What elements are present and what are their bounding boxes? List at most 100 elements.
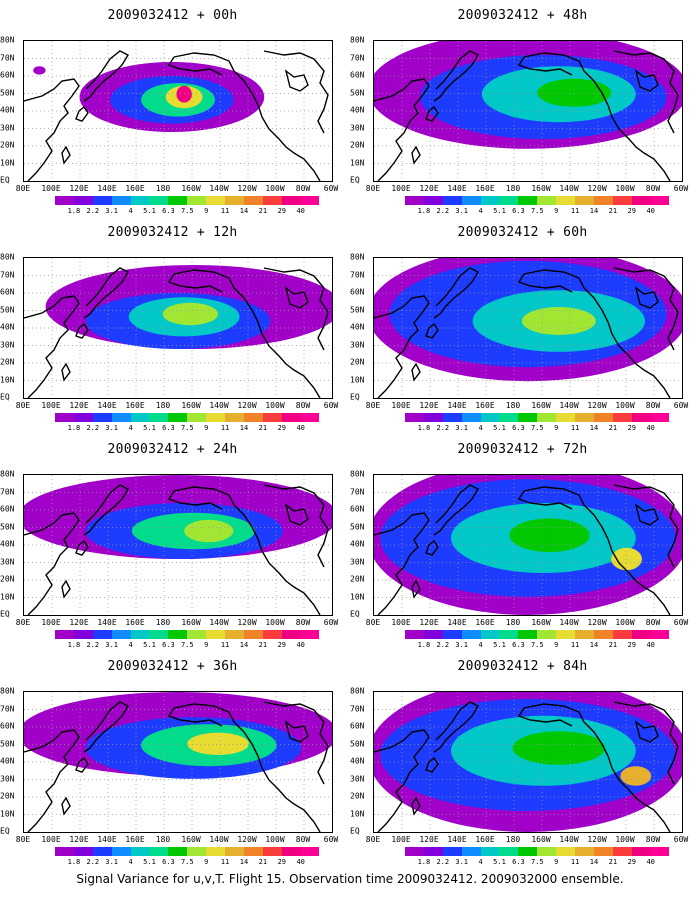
longitude-label: 160E <box>475 618 495 627</box>
coastline <box>83 701 129 753</box>
longitude-label: 120E <box>419 835 439 844</box>
latitude-label: 20N <box>350 791 365 801</box>
colorbar-tick-label: 3.1 <box>105 424 119 432</box>
longitude-label: 80W <box>645 618 661 627</box>
latitude-label: 60N <box>0 721 15 731</box>
longitude-label: 120W <box>587 618 607 627</box>
variance-contour <box>537 78 612 107</box>
map-panel: 2009032412 + 60h 80N 70N 60N 50N 40N 30N 20N 10N… <box>350 217 695 442</box>
colorbar-tick-label: 40 <box>646 858 655 866</box>
colorbar-swatch <box>461 196 481 205</box>
latitude-label: 40N <box>0 322 15 332</box>
colorbar-tick-label: 5.1 <box>493 424 506 432</box>
colorbar-tick-label: 4 <box>478 641 483 649</box>
coastline <box>83 267 129 319</box>
latitude-label: 60N <box>350 287 365 297</box>
longitude-label: 100W <box>615 401 635 410</box>
colorbar-tick-label: 5.1 <box>143 858 156 866</box>
colorbar-tick-label: 9 <box>204 424 209 432</box>
coastline <box>433 484 479 536</box>
longitude-label: 140W <box>209 835 229 844</box>
latitude-label: 20N <box>0 574 15 584</box>
colorbar-swatch <box>262 413 282 422</box>
coastline <box>425 756 439 773</box>
latitude-label: 70N <box>0 53 15 62</box>
variance-contour <box>187 732 249 755</box>
latitude-label: 40N <box>350 322 365 332</box>
latitude-label: 60N <box>0 70 15 80</box>
colorbar-tick-label: 14 <box>239 424 249 432</box>
map-panel: 2009032412 + 84h 80N 70N 60N 50N 40N 30N 20N 10N… <box>350 651 695 876</box>
longitude-label: 100E <box>391 401 411 410</box>
colorbar-tick-label: 21 <box>258 207 268 215</box>
colorbar-tick-label: 29 <box>277 424 287 432</box>
colorbar-swatch <box>575 847 594 856</box>
latitude-label: 70N <box>350 487 365 496</box>
colorbar-swatch <box>556 630 576 639</box>
latitude-label: 20N <box>0 140 15 150</box>
colorbar-tick-label: 4 <box>478 858 483 866</box>
latitude-label: 60N <box>0 287 15 297</box>
longitude-label: 140E <box>447 401 467 410</box>
colorbar-swatch <box>187 413 207 422</box>
variance-contour <box>509 518 590 552</box>
longitude-label: 60W <box>673 184 689 193</box>
variance-contour <box>521 307 596 335</box>
colorbar-tick-label: 14 <box>589 858 599 866</box>
colorbar <box>405 847 670 856</box>
coastline <box>263 50 329 134</box>
colorbar-swatch <box>130 630 150 639</box>
map-panel: 2009032412 + 24h 80N 70N 60N 50N 40N 30N 20N 10N… <box>0 434 345 659</box>
colorbar-tick-label: 21 <box>608 424 618 432</box>
colorbar-swatch <box>499 413 519 422</box>
colorbar-tick-label: 3.1 <box>455 424 469 432</box>
coastline <box>517 707 573 727</box>
longitude-label: 60W <box>323 835 339 844</box>
longitude-label: 80E <box>15 184 31 193</box>
latitude-label: 80N <box>0 686 15 696</box>
longitude-label: 180 <box>155 184 171 193</box>
colorbar-swatch <box>442 413 462 422</box>
coastline <box>173 703 321 832</box>
longitude-label: 100W <box>265 401 285 410</box>
colorbar-tick-label: 11 <box>570 858 580 866</box>
latitude-label: 80N <box>350 686 365 696</box>
colorbar-tick-label: 4 <box>128 207 133 215</box>
latitude-label: 30N <box>0 123 15 132</box>
coastline <box>425 539 439 556</box>
colorbar-swatch <box>130 847 150 856</box>
coastline <box>613 701 679 785</box>
colorbar-swatch <box>423 630 443 639</box>
colorbar-swatch <box>262 630 282 639</box>
latitude-label: 10N <box>0 592 15 601</box>
latitude-label: 10N <box>350 592 365 601</box>
coastline <box>24 729 80 832</box>
longitude-label: 120W <box>587 184 607 193</box>
colorbar-tick-label: 11 <box>220 207 230 215</box>
longitude-label: 120E <box>69 401 89 410</box>
latitude-label: 40N <box>350 756 365 766</box>
panel-title: 2009032412 + 60h <box>457 225 588 240</box>
latitude-label: 70N <box>0 270 15 279</box>
colorbar-swatch <box>480 847 500 856</box>
longitude-label: 180 <box>505 401 521 410</box>
colorbar-swatch <box>593 413 613 422</box>
map-canvas <box>24 41 332 181</box>
colorbar-swatch <box>130 413 150 422</box>
colorbar-tick-label: 14 <box>589 424 599 432</box>
latitude-label: 30N <box>0 557 15 566</box>
latitude-label: 50N <box>0 305 15 314</box>
coastline <box>425 105 439 122</box>
latitude-label: 40N <box>0 756 15 766</box>
colorbar-tick-label: 11 <box>220 424 230 432</box>
coastline <box>634 286 659 309</box>
colorbar-tick-label: 6.3 <box>512 207 525 215</box>
longitude-label: 180 <box>155 618 171 627</box>
latitude-label: 80N <box>350 469 365 479</box>
colorbar-swatch <box>405 413 424 422</box>
colorbar-tick-label: 7.5 <box>180 858 194 866</box>
colorbar-tick-label: 40 <box>296 424 305 432</box>
coastline <box>167 707 223 727</box>
coastline <box>634 69 659 92</box>
latitude-label: 40N <box>0 539 15 549</box>
